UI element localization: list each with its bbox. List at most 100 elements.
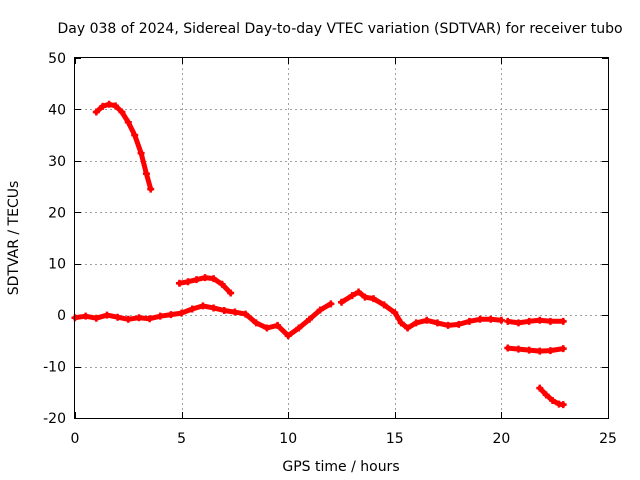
data-point (348, 292, 356, 300)
data-point (380, 301, 388, 309)
data-point (284, 332, 292, 340)
series-tail-upper (504, 316, 567, 327)
data-point (124, 315, 132, 323)
data-point (391, 309, 399, 317)
y-tick-label: 40 (48, 102, 66, 118)
data-point (99, 102, 107, 110)
data-point (338, 298, 345, 306)
series-trace (93, 101, 154, 192)
data-point (412, 319, 420, 327)
data-point (142, 170, 150, 178)
data-point (112, 102, 120, 110)
data-point (295, 324, 303, 332)
data-point (242, 310, 250, 318)
series-baseline-b (338, 288, 505, 332)
data-point (327, 300, 335, 308)
data-point (175, 279, 183, 287)
data-point (536, 384, 544, 392)
data-point (355, 288, 363, 296)
data-point (546, 317, 554, 325)
data-point (82, 312, 90, 320)
series-tail-mid (504, 344, 567, 355)
data-point (525, 317, 533, 325)
x-tick-label: 0 (71, 431, 80, 447)
data-point (210, 304, 218, 312)
data-point (559, 401, 567, 409)
y-tick-label: 10 (48, 257, 66, 273)
y-tick-label: -10 (43, 360, 66, 376)
data-point (514, 345, 522, 353)
data-point (455, 320, 463, 328)
data-point (103, 311, 111, 319)
data-point (184, 278, 192, 286)
plot-frame (74, 57, 609, 419)
y-axis-label: SDTVAR / TECUs (6, 181, 22, 296)
data-point (118, 108, 126, 116)
data-point (114, 313, 122, 321)
series-high-arc (92, 100, 155, 193)
data-point (306, 315, 314, 323)
x-axis-label: GPS time / hours (282, 459, 399, 475)
data-point (135, 314, 143, 322)
data-point (369, 295, 377, 303)
data-point (542, 391, 550, 399)
data-point (444, 321, 452, 329)
data-point (316, 306, 324, 314)
y-tick-label: 0 (57, 308, 66, 324)
data-point (514, 319, 522, 327)
y-tick-label: 20 (48, 205, 66, 221)
data-point (487, 315, 495, 323)
x-tick-label: 20 (492, 431, 510, 447)
x-tick-label: 5 (177, 431, 186, 447)
data-point (404, 324, 412, 332)
data-point (433, 319, 441, 327)
data-point (476, 315, 484, 323)
x-tick-label: 25 (599, 431, 617, 447)
grid-lines (75, 58, 609, 419)
data-point (263, 324, 271, 332)
data-point (92, 314, 100, 322)
chart-title: Day 038 of 2024, Sidereal Day-to-day VTE… (57, 21, 622, 37)
data-point (423, 316, 431, 324)
data-point (178, 309, 186, 317)
data-point (105, 100, 113, 108)
data-point (525, 346, 533, 354)
y-tick-label: 50 (48, 51, 66, 67)
data-point (397, 319, 405, 327)
y-tick-label: 30 (48, 154, 66, 170)
x-tick-labels: 0 5 10 15 20 25 (71, 431, 617, 447)
data-point (146, 315, 154, 323)
data-point (147, 185, 155, 193)
data-point (124, 118, 132, 126)
data-point (201, 274, 209, 282)
x-tick-label: 10 (279, 431, 297, 447)
data-point (504, 317, 512, 325)
data-points (71, 100, 567, 409)
data-point (504, 344, 512, 352)
data-point (227, 289, 235, 297)
data-point (274, 321, 282, 329)
series-tail-low (536, 384, 567, 409)
data-point (188, 305, 196, 313)
data-point (210, 275, 218, 283)
data-point (156, 312, 164, 320)
data-point (559, 317, 567, 325)
y-tick-label: -20 (43, 411, 66, 427)
series-mid-arc (175, 274, 235, 297)
data-point (92, 108, 100, 116)
data-point (220, 307, 228, 315)
data-point (536, 347, 544, 355)
data-point (193, 276, 201, 284)
data-point (252, 319, 260, 327)
data-point (559, 345, 567, 353)
data-point (199, 302, 207, 310)
data-point (218, 280, 226, 288)
data-point (465, 317, 473, 325)
data-point (497, 316, 505, 324)
data-point (231, 308, 239, 316)
data-point (361, 293, 369, 301)
data-point (549, 397, 557, 405)
data-point (131, 131, 139, 139)
y-tick-labels: -20 -10 0 10 20 30 40 50 (43, 51, 66, 427)
